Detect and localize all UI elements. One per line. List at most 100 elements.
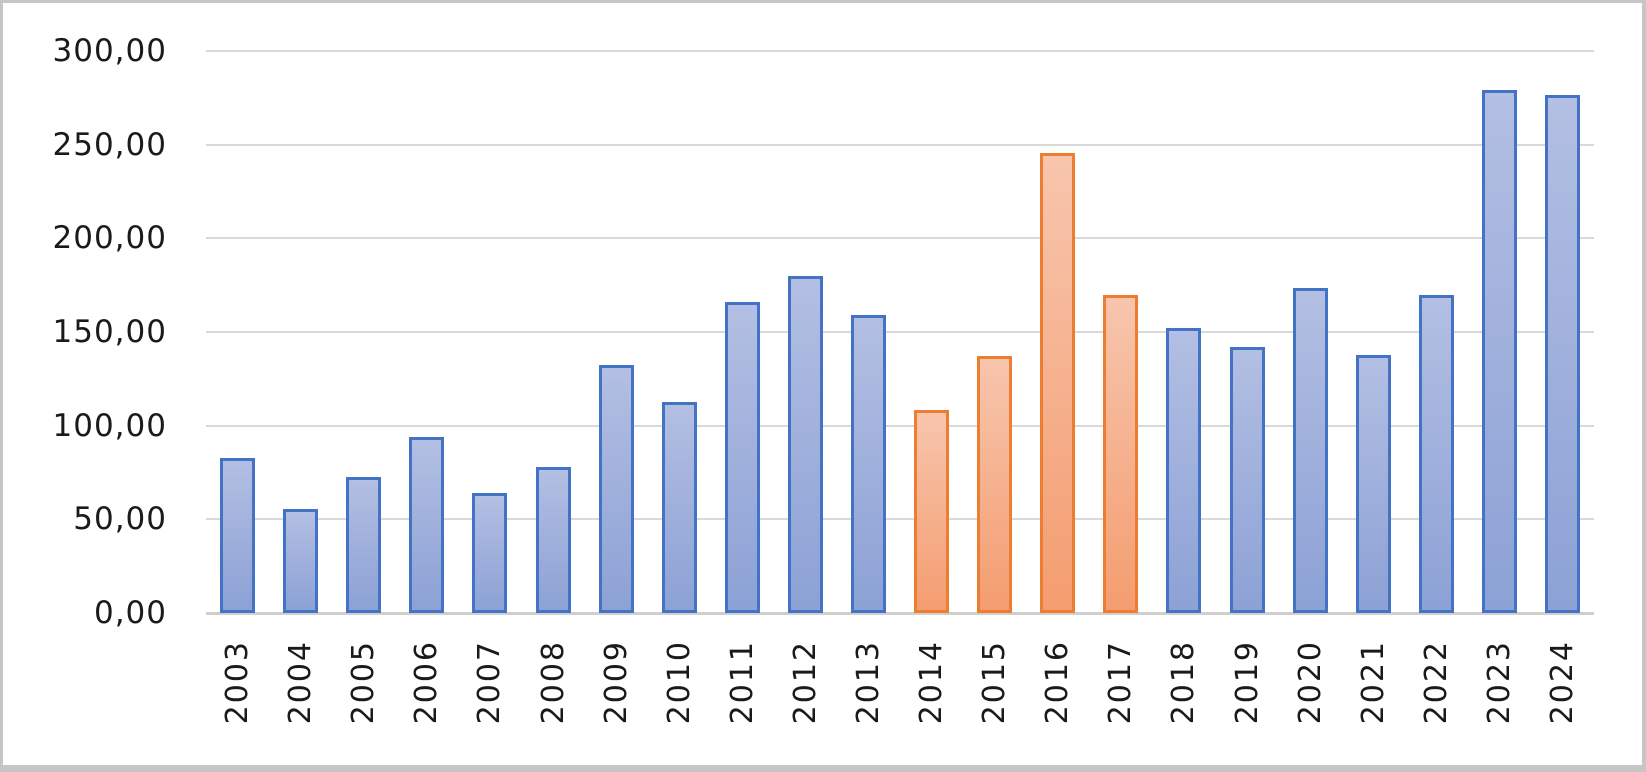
x-tick-label-2018: 2018 xyxy=(1166,640,1202,725)
x-tick-cell-2024: 2024 xyxy=(1531,613,1594,765)
bar-2015 xyxy=(977,356,1013,613)
bar-slot-2013 xyxy=(837,51,900,613)
x-tick-cell-2018: 2018 xyxy=(1152,613,1215,765)
bar-series xyxy=(206,51,1594,613)
x-tick-cell-2014: 2014 xyxy=(900,613,963,765)
bar-2023 xyxy=(1481,90,1517,613)
bar-2016 xyxy=(1040,153,1076,613)
bar-2020 xyxy=(1292,287,1328,613)
bar-2009 xyxy=(598,364,634,613)
plot-area xyxy=(206,50,1594,615)
x-tick-cell-2015: 2015 xyxy=(963,613,1026,765)
x-tick-label-2015: 2015 xyxy=(977,640,1013,725)
bar-2018 xyxy=(1166,328,1202,613)
bar-2008 xyxy=(535,466,571,613)
gridline-100 xyxy=(206,424,1594,427)
bar-slot-2005 xyxy=(332,51,395,613)
y-tick-label-50: 50,00 xyxy=(73,501,167,538)
gridline-0 xyxy=(206,612,1594,615)
x-tick-cell-2019: 2019 xyxy=(1216,613,1279,765)
x-tick-cell-2021: 2021 xyxy=(1342,613,1405,765)
x-tick-label-2011: 2011 xyxy=(724,640,760,725)
bar-slot-2022 xyxy=(1405,51,1468,613)
gridline-300 xyxy=(206,50,1594,52)
gridline-250 xyxy=(206,143,1594,146)
x-tick-label-2013: 2013 xyxy=(850,640,886,725)
x-tick-cell-2009: 2009 xyxy=(585,613,648,765)
gridline-150 xyxy=(206,331,1594,333)
bar-slot-2020 xyxy=(1279,51,1342,613)
bar-slot-2017 xyxy=(1089,51,1152,613)
x-tick-cell-2012: 2012 xyxy=(774,613,837,765)
x-tick-label-2004: 2004 xyxy=(283,640,319,725)
bar-2013 xyxy=(850,315,886,613)
bar-slot-2004 xyxy=(269,51,332,613)
bar-2010 xyxy=(661,402,697,613)
bar-2007 xyxy=(472,493,508,613)
bar-slot-2010 xyxy=(648,51,711,613)
y-tick-label-250: 250,00 xyxy=(52,126,167,163)
x-tick-label-2017: 2017 xyxy=(1103,640,1139,725)
x-tick-cell-2005: 2005 xyxy=(332,613,395,765)
x-tick-cell-2022: 2022 xyxy=(1405,613,1468,765)
bar-2022 xyxy=(1418,294,1454,613)
x-tick-label-2012: 2012 xyxy=(787,640,823,725)
x-axis-labels: 2003 2004 2005 2006 2007 2008 2009 2010 2011 2012… xyxy=(206,613,1594,765)
bar-slot-2014 xyxy=(900,51,963,613)
bar-slot-2015 xyxy=(963,51,1026,613)
bar-2017 xyxy=(1103,295,1139,613)
x-tick-cell-2017: 2017 xyxy=(1089,613,1152,765)
bar-2005 xyxy=(346,477,382,613)
x-tick-cell-2004: 2004 xyxy=(269,613,332,765)
x-tick-label-2006: 2006 xyxy=(409,640,445,725)
bar-slot-2006 xyxy=(395,51,458,613)
x-tick-cell-2011: 2011 xyxy=(711,613,774,765)
y-tick-label-300: 300,00 xyxy=(52,33,167,69)
x-tick-label-2020: 2020 xyxy=(1292,640,1328,725)
bar-slot-2003 xyxy=(206,51,269,613)
bar-2003 xyxy=(220,457,256,613)
x-tick-cell-2020: 2020 xyxy=(1279,613,1342,765)
x-tick-cell-2006: 2006 xyxy=(395,613,458,765)
x-tick-label-2023: 2023 xyxy=(1481,640,1517,725)
bar-2006 xyxy=(409,436,445,613)
bar-2019 xyxy=(1229,347,1265,613)
y-tick-label-150: 150,00 xyxy=(52,314,167,350)
bar-slot-2023 xyxy=(1468,51,1531,613)
bar-slot-2008 xyxy=(521,51,584,613)
x-tick-label-2003: 2003 xyxy=(220,640,256,725)
bar-chart: 2003 2004 2005 2006 2007 2008 2009 2010 2011 2012… xyxy=(3,3,1642,765)
bar-2011 xyxy=(724,302,760,613)
x-tick-cell-2003: 2003 xyxy=(206,613,269,765)
bar-slot-2018 xyxy=(1152,51,1215,613)
bar-slot-2012 xyxy=(774,51,837,613)
gridline-50 xyxy=(206,518,1594,521)
bar-slot-2021 xyxy=(1342,51,1405,613)
x-tick-label-2022: 2022 xyxy=(1418,640,1454,725)
bar-slot-2011 xyxy=(711,51,774,613)
x-tick-label-2024: 2024 xyxy=(1545,640,1581,725)
bar-2021 xyxy=(1355,355,1391,613)
bar-2024 xyxy=(1545,95,1581,613)
x-tick-label-2016: 2016 xyxy=(1040,640,1076,725)
x-tick-cell-2007: 2007 xyxy=(458,613,521,765)
bar-2004 xyxy=(283,509,319,613)
x-tick-cell-2008: 2008 xyxy=(521,613,584,765)
bar-slot-2019 xyxy=(1216,51,1279,613)
x-tick-cell-2016: 2016 xyxy=(1026,613,1089,765)
bar-slot-2024 xyxy=(1531,51,1594,613)
x-tick-cell-2023: 2023 xyxy=(1468,613,1531,765)
x-tick-label-2005: 2005 xyxy=(346,640,382,725)
x-tick-label-2007: 2007 xyxy=(472,640,508,725)
bar-slot-2009 xyxy=(585,51,648,613)
y-tick-label-200: 200,00 xyxy=(52,220,167,257)
gridline-200 xyxy=(206,237,1594,240)
x-tick-label-2014: 2014 xyxy=(914,640,950,725)
x-tick-cell-2013: 2013 xyxy=(837,613,900,765)
x-tick-cell-2010: 2010 xyxy=(648,613,711,765)
bar-slot-2007 xyxy=(458,51,521,613)
x-tick-label-2021: 2021 xyxy=(1355,640,1391,725)
bar-slot-2016 xyxy=(1026,51,1089,613)
x-tick-label-2008: 2008 xyxy=(535,640,571,725)
